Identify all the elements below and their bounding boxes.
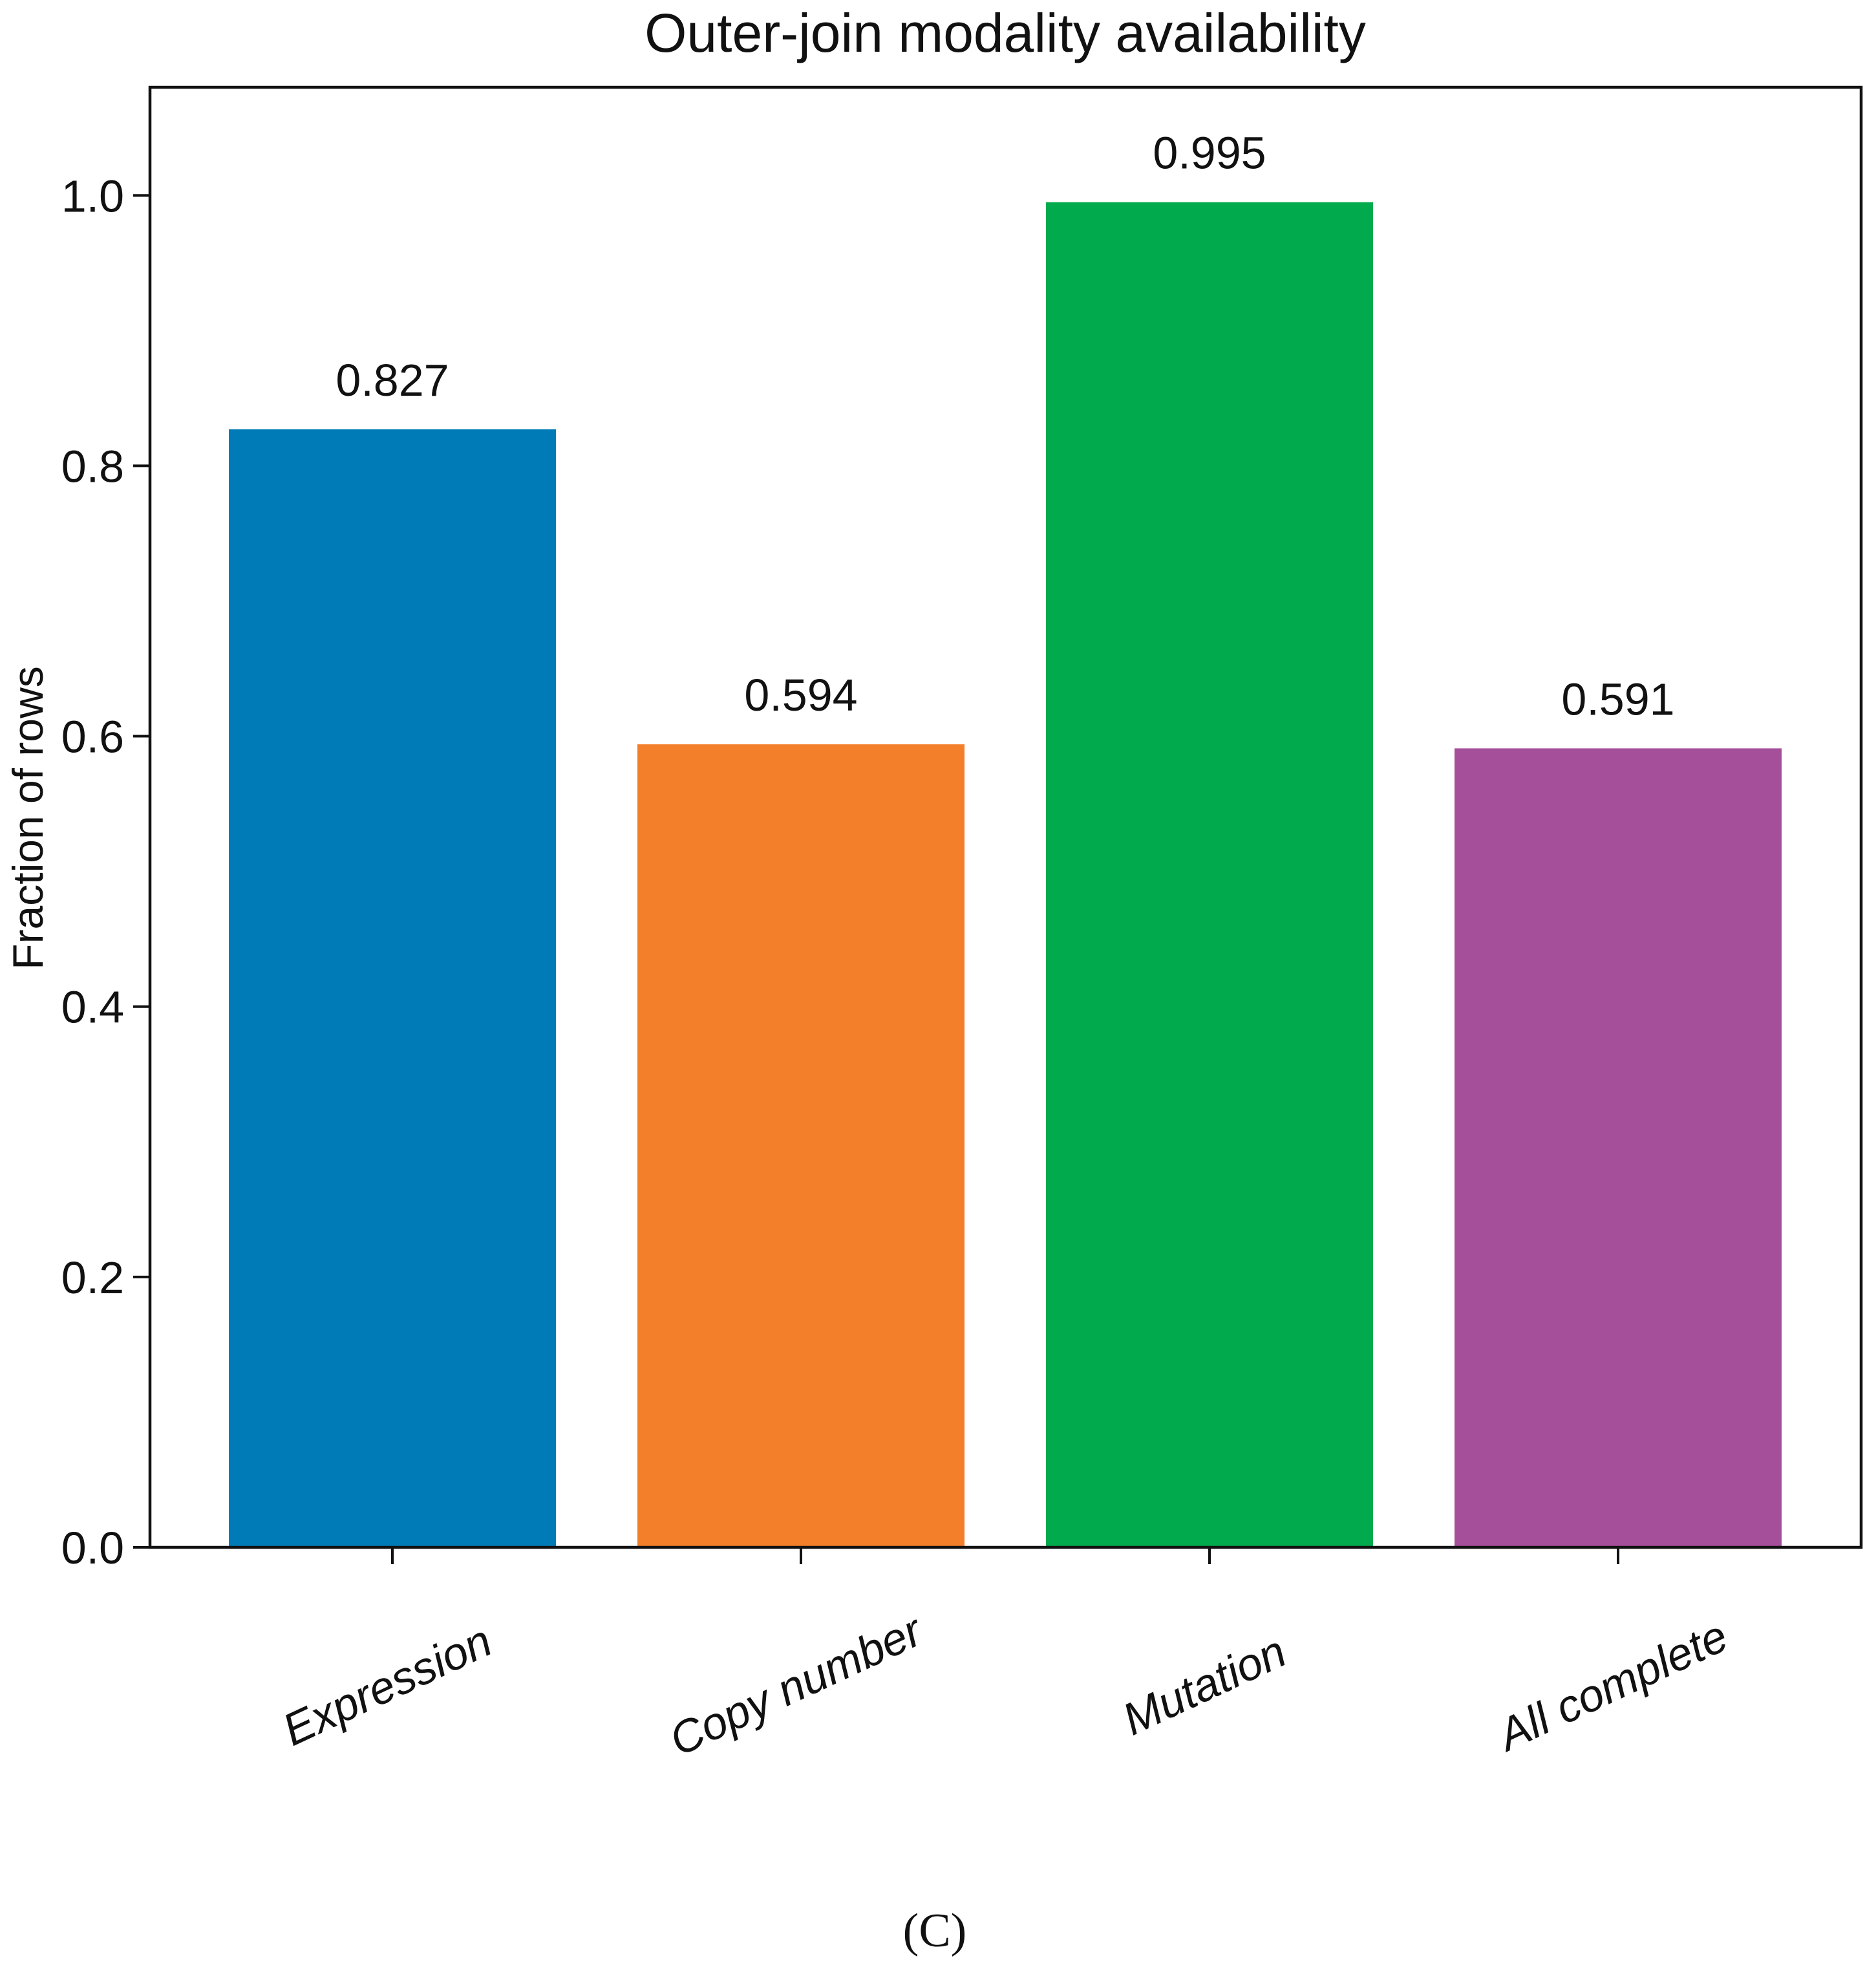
ticks-layer [133,194,1619,1564]
figure-caption: (C) [903,1904,967,1957]
y-tick-label: 0.4 [61,982,124,1033]
bar-value-label: 0.591 [1561,674,1674,724]
chart-title: Outer-join modality availability [645,3,1366,63]
x-tick-label: Expression [275,1615,499,1756]
bar-value-label: 0.995 [1153,128,1266,178]
bars-layer [229,202,1782,1548]
y-tick-label: 0.6 [61,712,124,762]
bar-expression [229,429,556,1547]
x-tick-label: Copy number [662,1604,931,1765]
x-tick-label: Mutation [1115,1626,1294,1745]
y-tick-label: 0.0 [61,1523,124,1573]
bar-value-label: 0.594 [744,670,857,720]
plot-frame [148,85,1863,1549]
bar-value-label: 0.827 [336,355,449,405]
bar-copy-number [637,744,965,1547]
bar-all-complete [1455,748,1782,1547]
y-tick-label: 0.8 [61,441,124,491]
y-tick-label: 1.0 [61,171,124,221]
y-axis-label: Fraction of rows [4,666,52,969]
bar-mutation [1046,202,1373,1548]
y-tick-label: 0.2 [61,1252,124,1303]
x-tick-label: All complete [1488,1610,1735,1761]
